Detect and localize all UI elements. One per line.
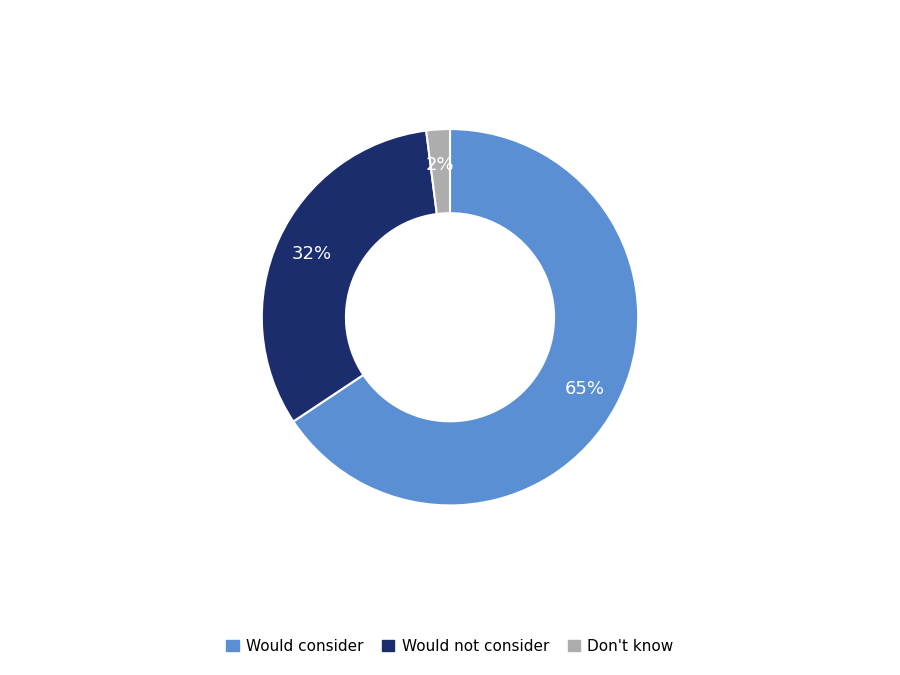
Wedge shape [427, 129, 450, 214]
Text: 2%: 2% [426, 156, 454, 174]
Legend: Would consider, Would not consider, Don't know: Would consider, Would not consider, Don'… [221, 634, 679, 658]
Wedge shape [262, 130, 436, 421]
Text: 65%: 65% [564, 380, 605, 398]
Wedge shape [293, 129, 638, 506]
Text: 32%: 32% [292, 245, 331, 263]
